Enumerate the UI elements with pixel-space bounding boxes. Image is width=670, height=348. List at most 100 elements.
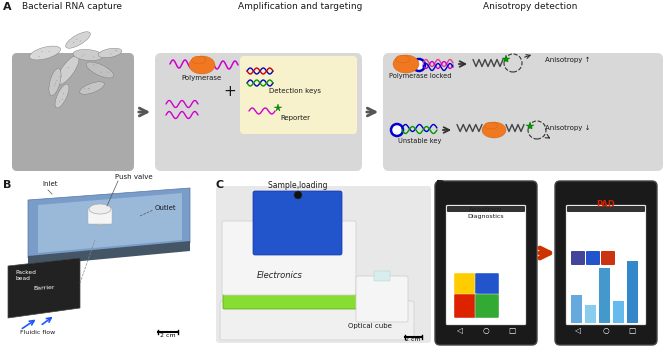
Text: Detection keys: Detection keys <box>269 88 321 94</box>
FancyBboxPatch shape <box>446 205 526 325</box>
Circle shape <box>42 51 43 52</box>
Text: Push valve: Push valve <box>115 174 153 180</box>
Ellipse shape <box>29 46 60 60</box>
Ellipse shape <box>89 204 111 214</box>
Circle shape <box>61 76 62 77</box>
FancyBboxPatch shape <box>601 251 615 265</box>
Ellipse shape <box>49 69 61 96</box>
FancyBboxPatch shape <box>475 294 499 318</box>
FancyBboxPatch shape <box>447 206 525 212</box>
Circle shape <box>116 50 117 51</box>
Bar <box>585 305 596 323</box>
FancyBboxPatch shape <box>216 186 431 343</box>
Text: Polarization
Anisotropy
Diagnostics: Polarization Anisotropy Diagnostics <box>468 200 505 219</box>
Text: □: □ <box>509 326 516 335</box>
Text: □: □ <box>628 326 636 335</box>
FancyBboxPatch shape <box>567 206 645 212</box>
Ellipse shape <box>80 82 105 94</box>
Text: Inlet: Inlet <box>42 181 58 187</box>
Text: Anisotropy ↓: Anisotropy ↓ <box>545 125 590 131</box>
Circle shape <box>391 124 403 136</box>
FancyBboxPatch shape <box>155 53 362 171</box>
FancyBboxPatch shape <box>240 56 357 134</box>
Circle shape <box>84 88 85 89</box>
Ellipse shape <box>395 55 410 63</box>
Circle shape <box>39 56 40 57</box>
Text: Polymerase: Polymerase <box>182 75 222 81</box>
Ellipse shape <box>57 56 79 84</box>
Text: Unstable key: Unstable key <box>398 138 442 144</box>
Circle shape <box>63 93 64 94</box>
Text: Reporter: Reporter <box>280 115 310 121</box>
FancyBboxPatch shape <box>220 301 414 340</box>
Circle shape <box>93 56 94 57</box>
Ellipse shape <box>482 122 506 138</box>
Circle shape <box>100 72 102 73</box>
Text: B: B <box>3 180 11 190</box>
Polygon shape <box>28 241 190 266</box>
Bar <box>571 295 582 323</box>
Circle shape <box>60 76 61 77</box>
Circle shape <box>56 80 58 81</box>
Text: ◁: ◁ <box>575 326 581 335</box>
Text: ◁: ◁ <box>457 326 463 335</box>
Circle shape <box>49 51 50 52</box>
Polygon shape <box>38 193 182 253</box>
Circle shape <box>93 64 94 65</box>
Circle shape <box>294 191 302 199</box>
FancyBboxPatch shape <box>383 53 663 171</box>
Polygon shape <box>8 258 80 318</box>
FancyBboxPatch shape <box>475 273 499 297</box>
FancyBboxPatch shape <box>222 221 356 295</box>
Ellipse shape <box>55 84 69 108</box>
Circle shape <box>115 50 117 51</box>
FancyBboxPatch shape <box>253 191 342 255</box>
Text: Sample loading: Sample loading <box>268 181 328 190</box>
Circle shape <box>76 39 77 40</box>
Bar <box>627 261 638 323</box>
FancyBboxPatch shape <box>356 276 408 322</box>
Text: Anisotropy ↑: Anisotropy ↑ <box>545 57 590 63</box>
Ellipse shape <box>98 48 122 58</box>
Ellipse shape <box>73 49 103 61</box>
Circle shape <box>55 83 56 84</box>
Circle shape <box>108 72 109 73</box>
Circle shape <box>84 54 85 55</box>
Circle shape <box>80 40 81 41</box>
FancyBboxPatch shape <box>454 273 478 297</box>
FancyBboxPatch shape <box>374 271 390 281</box>
FancyBboxPatch shape <box>12 53 134 171</box>
Text: ○: ○ <box>603 326 609 335</box>
Bar <box>613 301 624 323</box>
Ellipse shape <box>89 215 111 225</box>
Text: Barrier: Barrier <box>33 285 55 291</box>
Text: Outlet: Outlet <box>155 205 177 211</box>
Text: Fluidic flow: Fluidic flow <box>20 330 55 335</box>
Circle shape <box>59 101 60 102</box>
Text: ○: ○ <box>482 326 489 335</box>
FancyBboxPatch shape <box>571 251 585 265</box>
Text: Amplification and targeting: Amplification and targeting <box>238 2 362 11</box>
Text: Packed
bead: Packed bead <box>15 270 36 281</box>
FancyBboxPatch shape <box>454 294 478 318</box>
Text: Optical cube: Optical cube <box>348 323 392 329</box>
Text: Anisotropy detection: Anisotropy detection <box>483 2 577 11</box>
FancyBboxPatch shape <box>555 181 657 345</box>
Text: 2 cm: 2 cm <box>405 337 421 342</box>
Circle shape <box>413 59 425 71</box>
Text: Polymerase locked: Polymerase locked <box>389 73 452 79</box>
Ellipse shape <box>393 55 419 73</box>
Circle shape <box>54 85 55 86</box>
FancyBboxPatch shape <box>586 251 600 265</box>
Text: Electronics: Electronics <box>257 270 303 279</box>
FancyBboxPatch shape <box>435 181 537 345</box>
Text: A: A <box>3 2 11 12</box>
Ellipse shape <box>484 122 498 129</box>
Text: D: D <box>436 180 446 190</box>
Circle shape <box>73 42 74 43</box>
Ellipse shape <box>86 62 114 78</box>
Circle shape <box>62 99 63 100</box>
Text: PAD: PAD <box>596 200 616 209</box>
Text: +: + <box>224 84 237 99</box>
Bar <box>599 268 610 323</box>
